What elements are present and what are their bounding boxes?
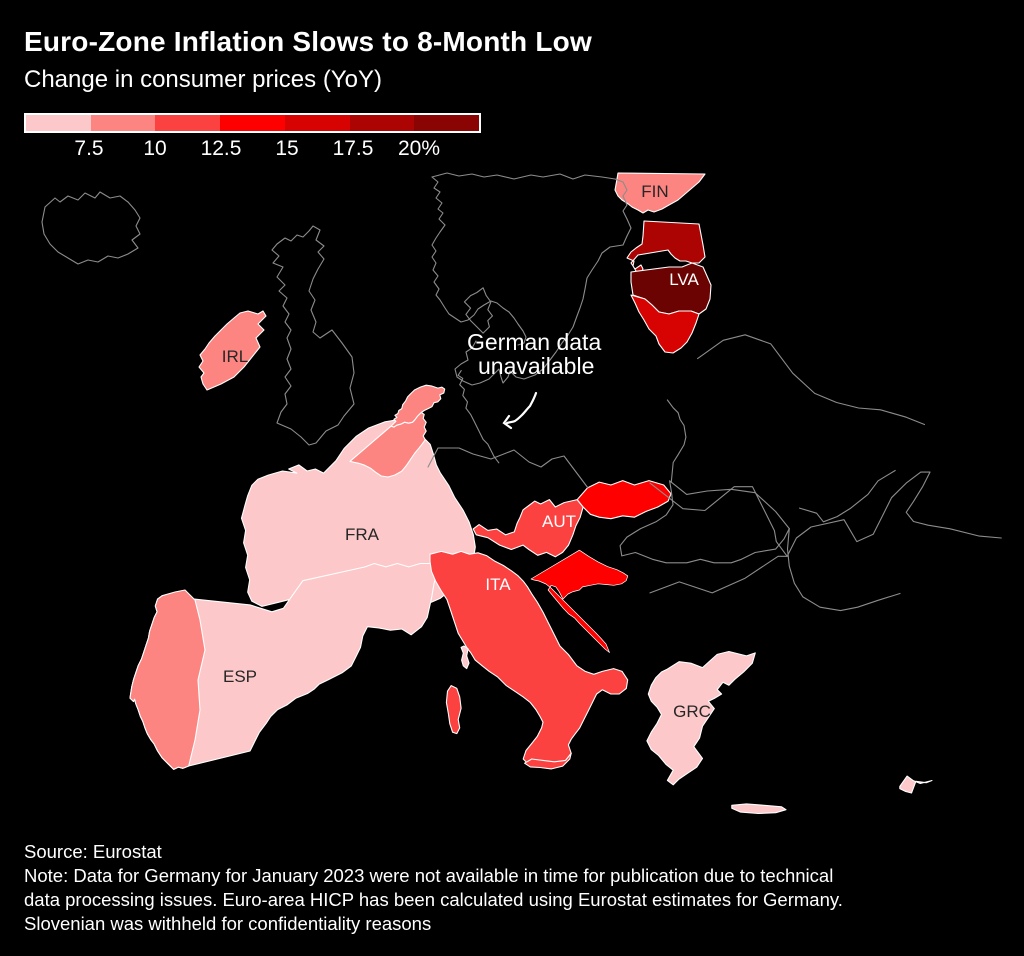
svg-text:ITA: ITA bbox=[485, 575, 511, 594]
svg-text:LVA: LVA bbox=[669, 270, 699, 289]
svg-text:ESP: ESP bbox=[223, 667, 257, 686]
svg-text:FIN: FIN bbox=[641, 182, 668, 201]
svg-text:IRL: IRL bbox=[222, 347, 248, 366]
svg-text:unavailable: unavailable bbox=[478, 353, 594, 379]
svg-text:FRA: FRA bbox=[345, 525, 380, 544]
svg-text:AUT: AUT bbox=[542, 512, 576, 531]
svg-text:German data: German data bbox=[467, 329, 601, 355]
svg-text:GRC: GRC bbox=[673, 702, 711, 721]
